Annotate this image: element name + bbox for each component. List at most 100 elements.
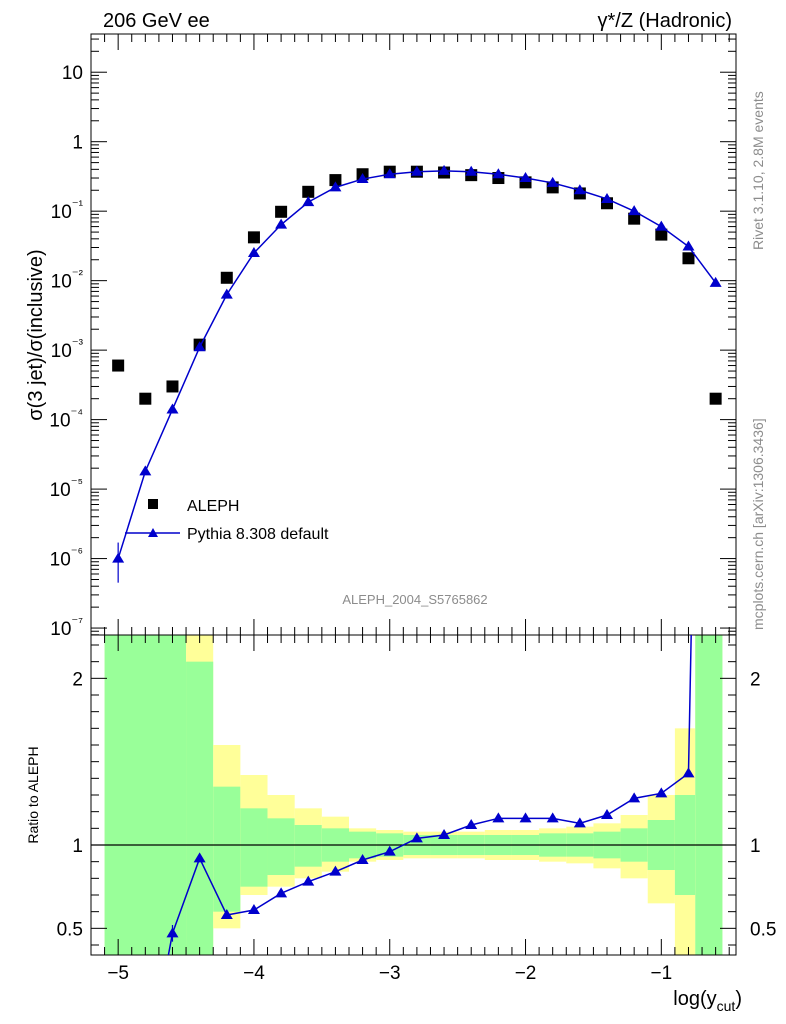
ratio-point (275, 887, 288, 898)
ratio-point (465, 819, 478, 829)
x-tick-label: −4 (243, 963, 265, 984)
main-plot-series (112, 164, 722, 583)
rivet-version-label: Rivet 3.1.10, 2.8M events (750, 91, 766, 250)
x-axis-label-sub: cut (717, 998, 736, 1014)
pythia-point (166, 403, 179, 414)
ratio-band-inner (695, 635, 723, 955)
pythia-point (112, 552, 125, 563)
x-tick-label: −1 (650, 963, 672, 984)
header-left-label: 206 GeV ee (103, 10, 210, 32)
ratio-point (193, 852, 206, 863)
ratio-point (302, 875, 315, 886)
ratio-band-inner (213, 786, 241, 912)
pythia-point (682, 240, 695, 251)
main-y-tick-label: 10 (62, 63, 83, 84)
aleph-data-point (139, 392, 152, 405)
ratio-point (628, 792, 641, 803)
ratio-point (492, 812, 505, 823)
ratio-y-tick-label-left: 2 (72, 669, 83, 690)
ratio-point (356, 854, 369, 864)
ratio-point (573, 817, 586, 828)
main-y-tick-label: 10⁻³ (51, 336, 84, 362)
pythia-point (193, 341, 206, 352)
legend-pythia-marker (148, 528, 158, 537)
x-axis-label-main: log(y (673, 988, 716, 1010)
aleph-data-point (302, 185, 315, 198)
pythia-point (519, 172, 532, 183)
pythia-point (438, 164, 451, 175)
aleph-data-point (682, 252, 695, 265)
main-y-axis-label: σ(3 jet)/σ(inclusive) (25, 249, 47, 420)
aleph-data-point (655, 228, 668, 241)
ratio-y-tick-label-right: 1 (750, 836, 761, 857)
pythia-point (220, 288, 233, 299)
x-axis-label: log(ycut) (673, 988, 742, 1014)
main-y-tick-label: 1 (72, 133, 83, 154)
pythia-point (275, 218, 288, 229)
ratio-point (166, 927, 179, 938)
ratio-band-inner (104, 635, 187, 955)
legend-pythia-label: Pythia 8.308 default (187, 526, 329, 543)
pythia-point (601, 192, 613, 203)
ratio-band-inner (294, 825, 322, 867)
pythia-point (302, 196, 315, 207)
pythia-point (492, 168, 505, 179)
ratio-point (655, 787, 668, 798)
main-y-tick-label: 10⁻⁵ (50, 475, 83, 501)
mcplots-label: mcplots.cern.ch [arXiv:1306.3436] (750, 418, 766, 630)
aleph-data-point (166, 380, 179, 393)
pythia-point (329, 181, 342, 192)
main-y-tick-label: 10⁻¹ (51, 197, 84, 223)
ratio-point (329, 865, 342, 876)
ratio-band-inner (240, 808, 268, 887)
ratio-y-tick-label-right: 2 (750, 669, 761, 690)
ratio-point (410, 832, 423, 843)
pythia-point (139, 465, 152, 476)
ratio-y-axis-label: Ratio to ALEPH (25, 746, 41, 843)
legend-aleph-marker (148, 499, 158, 509)
ratio-point (438, 829, 451, 839)
aleph-data-point (709, 392, 722, 405)
aleph-data-point (329, 174, 342, 187)
main-axes: 10⁻⁷ 10⁻⁶ 10⁻⁵ 10⁻⁴ 10⁻³ 10⁻² 10⁻¹ 1 10 (49, 34, 736, 640)
pythia-point (356, 173, 369, 184)
pythia-point (573, 184, 586, 195)
aleph-data-point (628, 212, 641, 225)
legend-aleph-label: ALEPH (187, 498, 239, 515)
ratio-point (519, 812, 532, 823)
aleph-data-point (112, 359, 125, 372)
x-tick-label: −5 (107, 963, 129, 984)
legend: ALEPH Pythia 8.308 default (125, 498, 329, 543)
pythia-point (465, 165, 478, 176)
ratio-point (220, 909, 233, 919)
pythia-point (546, 176, 559, 187)
header-right-label: γ*/Z (Hadronic) (598, 10, 732, 32)
ratio-point (247, 904, 260, 914)
aleph-data-point (247, 231, 260, 244)
x-tick-label: −3 (379, 963, 401, 984)
aleph-data-point (275, 205, 288, 218)
main-y-tick-label: 10⁻⁷ (50, 614, 83, 640)
main-y-tick-label: 10⁻⁶ (50, 545, 83, 571)
ratio-y-tick-label-right: 0.5 (750, 919, 776, 940)
pythia-point (628, 205, 641, 216)
ratio-band-inner (186, 661, 214, 955)
ratio-point (546, 812, 559, 823)
ratio-y-tick-label-left: 0.5 (57, 919, 83, 940)
ratio-band-inner (267, 818, 295, 875)
x-tick-label: −2 (515, 963, 537, 984)
ratio-point (601, 809, 613, 819)
ratio-line (167, 634, 692, 956)
aleph-data-point (220, 271, 233, 284)
ratio-axes: −5 −4 −3 −2 −1 0.5 0.5 1 1 2 2 (57, 635, 776, 984)
pythia-point (655, 220, 668, 231)
ratio-point (682, 767, 695, 778)
ratio-uncertainty-bands (104, 635, 723, 955)
pythia-point (709, 276, 722, 287)
main-y-tick-label: 10⁻⁴ (49, 406, 83, 432)
pythia-point (383, 168, 396, 179)
main-plot-frame (90, 33, 737, 636)
ratio-plot-series (166, 634, 695, 956)
main-y-tick-label: 10⁻² (51, 267, 84, 293)
analysis-label: ALEPH_2004_S5765862 (342, 592, 487, 607)
